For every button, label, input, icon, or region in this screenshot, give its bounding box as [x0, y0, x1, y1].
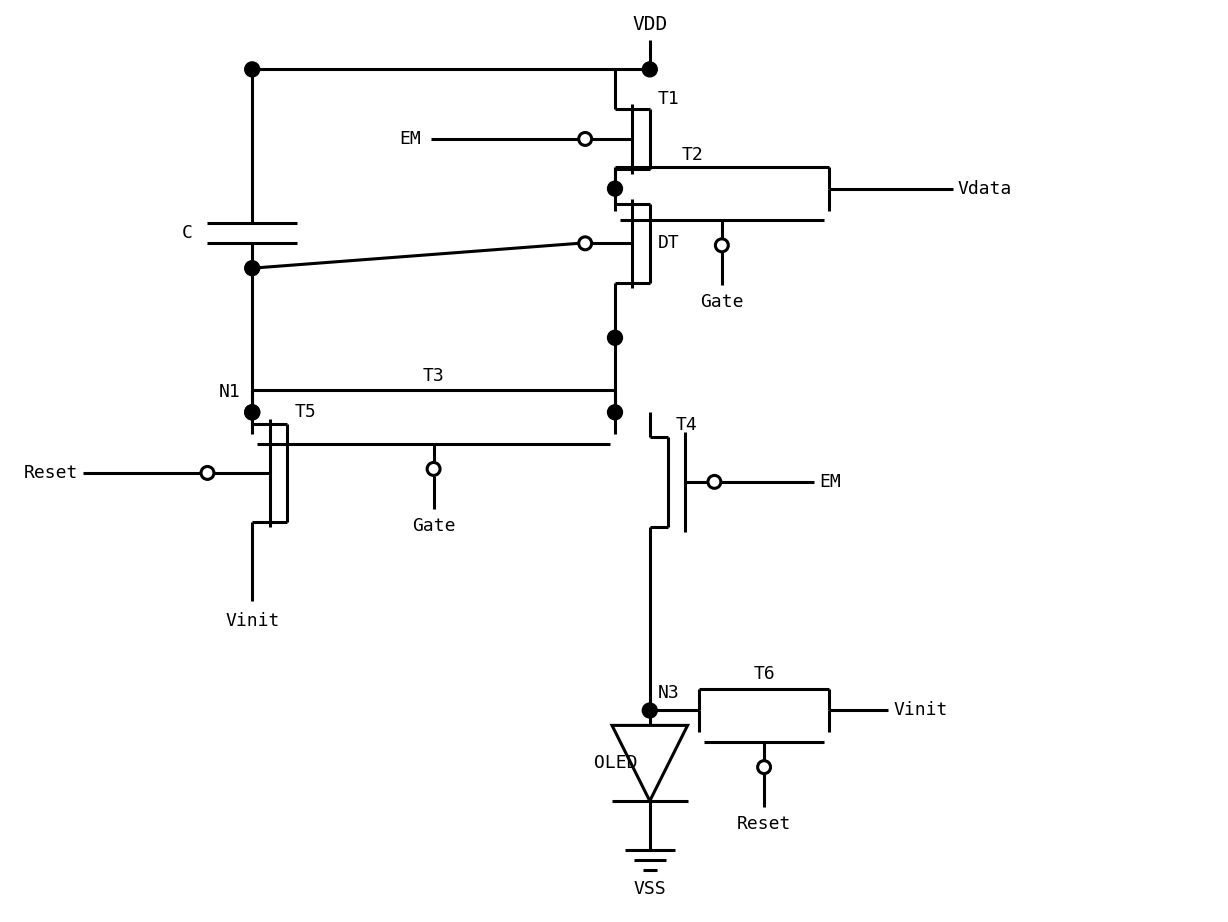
Circle shape [642, 62, 657, 77]
Text: Vinit: Vinit [225, 612, 280, 630]
Text: Vdata: Vdata [958, 180, 1012, 197]
Circle shape [608, 330, 623, 345]
Circle shape [578, 237, 592, 250]
Circle shape [608, 405, 623, 420]
Text: T6: T6 [753, 665, 775, 682]
Text: N1: N1 [219, 384, 241, 401]
Circle shape [707, 476, 721, 489]
Text: N3: N3 [658, 683, 679, 702]
Circle shape [244, 405, 259, 420]
Text: T2: T2 [682, 146, 702, 164]
Text: EM: EM [399, 130, 421, 148]
Text: OLED: OLED [594, 754, 637, 772]
Circle shape [201, 467, 214, 479]
Text: VDD: VDD [632, 15, 667, 34]
Text: EM: EM [819, 473, 840, 491]
Circle shape [427, 463, 440, 476]
Circle shape [758, 761, 770, 774]
Text: Reset: Reset [23, 464, 79, 482]
Text: Vinit: Vinit [893, 702, 948, 719]
Circle shape [642, 703, 657, 718]
Text: T1: T1 [658, 90, 679, 108]
Circle shape [578, 133, 592, 146]
Circle shape [608, 182, 623, 196]
Text: T4: T4 [675, 416, 698, 434]
Text: C: C [182, 224, 193, 242]
Text: Gate: Gate [411, 516, 456, 535]
Circle shape [244, 405, 259, 420]
Text: Gate: Gate [700, 293, 744, 311]
Circle shape [716, 239, 728, 252]
Text: T3: T3 [422, 367, 445, 384]
Text: DT: DT [658, 234, 679, 253]
Circle shape [244, 62, 259, 77]
Text: T5: T5 [295, 403, 317, 421]
Circle shape [244, 261, 259, 276]
Text: VSS: VSS [634, 881, 666, 898]
Text: Reset: Reset [737, 815, 791, 833]
